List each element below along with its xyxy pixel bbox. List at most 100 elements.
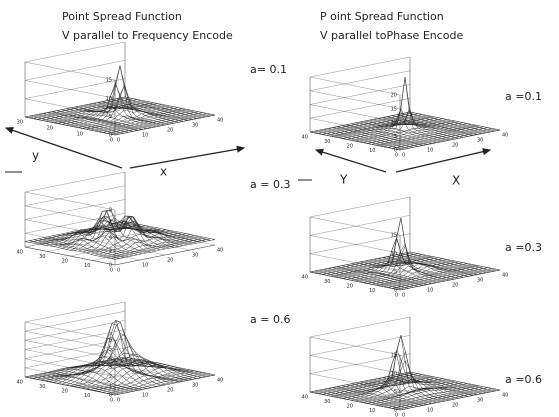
- floor-grid: [99, 231, 191, 251]
- mesh-line: [387, 376, 478, 395]
- wall-grid: [309, 215, 411, 236]
- z-tick-label: 0: [394, 288, 397, 294]
- mesh-line: [409, 371, 501, 391]
- mesh-line: [29, 115, 120, 135]
- wall-grid: [309, 90, 401, 109]
- y-tick-label: 0: [110, 138, 113, 144]
- mesh-line: [102, 101, 193, 120]
- y-tick-label: 0: [395, 293, 398, 299]
- x-tick-label: 40: [217, 118, 223, 124]
- x-tick-label: 30: [477, 398, 483, 404]
- wall-grid: [24, 80, 116, 99]
- mesh-line: [34, 374, 125, 394]
- wall-grid: [24, 347, 126, 368]
- x-tick-label: 40: [217, 248, 223, 254]
- mesh-line: [97, 226, 188, 246]
- y-tick-label: 0: [395, 153, 398, 159]
- mesh-line: [364, 244, 455, 280]
- mesh-line: [56, 225, 147, 254]
- mesh-line: [328, 128, 419, 147]
- wall-grid: [24, 191, 116, 211]
- mesh-line: [52, 229, 143, 254]
- mesh-line: [74, 65, 166, 126]
- mesh-line: [86, 223, 187, 254]
- y-tick-label: 30: [324, 399, 330, 405]
- mesh-line: [396, 114, 487, 133]
- mesh-line: [43, 373, 134, 392]
- x-tick-label: 0: [402, 293, 405, 299]
- x-tick-label: 10: [142, 133, 148, 139]
- mesh-line: [56, 110, 147, 129]
- x-tick-label: 0: [117, 268, 120, 274]
- mesh-line: [373, 379, 464, 398]
- mesh-line: [309, 391, 401, 411]
- mesh-line: [115, 223, 206, 242]
- mesh-line: [323, 269, 414, 288]
- mesh-line: [120, 222, 211, 241]
- x-tick-label: 30: [192, 123, 198, 129]
- x-tick-label: 30: [192, 253, 198, 259]
- mesh-line: [61, 362, 152, 388]
- mesh-line: [337, 266, 428, 285]
- right-title-1: P oint Spread Function: [320, 10, 444, 23]
- mesh-line: [24, 241, 116, 260]
- x-tick-label: 20: [452, 403, 458, 409]
- mesh-line: [382, 377, 473, 396]
- wall-grid: [309, 335, 411, 356]
- z-tick-label: 5: [109, 347, 112, 353]
- mesh-line: [34, 114, 125, 134]
- arrow: [314, 148, 387, 173]
- y-tick-label: 20: [62, 259, 68, 265]
- y-tick-label: 40: [302, 135, 308, 141]
- mesh-line: [43, 113, 134, 132]
- floor-grid: [334, 126, 426, 146]
- z-tick-label: 0: [109, 263, 112, 269]
- x-tick-label: 10: [427, 288, 433, 294]
- x-tick-label: 40: [217, 378, 223, 384]
- z-tick-label: 0: [109, 393, 112, 399]
- mesh-line: [400, 253, 491, 273]
- mesh-line: [319, 389, 410, 409]
- mesh-line: [400, 113, 491, 133]
- x-tick-label: 0: [402, 153, 405, 159]
- mesh-line: [382, 257, 473, 276]
- left-title-1: Point Spread Function: [62, 10, 182, 23]
- wall-grid: [309, 353, 411, 374]
- x-tick-label: 30: [477, 278, 483, 284]
- z-tick-label: 4: [109, 235, 112, 241]
- wall-grid: [309, 253, 401, 272]
- wall-grid: [24, 171, 126, 193]
- mesh-line: [24, 376, 116, 396]
- axis-y: y: [32, 149, 39, 163]
- z-tick-label: 5: [394, 389, 397, 395]
- mesh-line: [373, 119, 464, 138]
- y-tick-label: 0: [110, 268, 113, 274]
- mesh-line: [88, 346, 179, 382]
- panel-label: a= 0.1: [250, 63, 287, 76]
- mesh-line: [391, 375, 482, 394]
- x-tick-label: 40: [502, 133, 508, 139]
- wall-grid: [24, 321, 116, 341]
- mesh-line: [106, 224, 197, 244]
- left-title-2: V parallel to Frequency Encode: [62, 29, 233, 42]
- mesh-line: [341, 385, 432, 404]
- mesh-line: [332, 127, 423, 146]
- mesh-line: [328, 388, 419, 407]
- x-tick-label: 10: [142, 263, 148, 269]
- wall-grid: [24, 185, 126, 206]
- z-tick-label: 2: [109, 374, 112, 380]
- x-tick-label: 0: [117, 398, 120, 404]
- mesh-line: [102, 360, 193, 380]
- z-tick-label: 15: [391, 106, 397, 112]
- mesh-line: [314, 270, 405, 290]
- mesh-line: [396, 374, 487, 393]
- x-tick-label: 40: [502, 273, 508, 279]
- wall-grid: [24, 340, 116, 359]
- wall-grid: [24, 301, 126, 323]
- mesh-line: [79, 220, 170, 249]
- mesh-line: [124, 356, 216, 376]
